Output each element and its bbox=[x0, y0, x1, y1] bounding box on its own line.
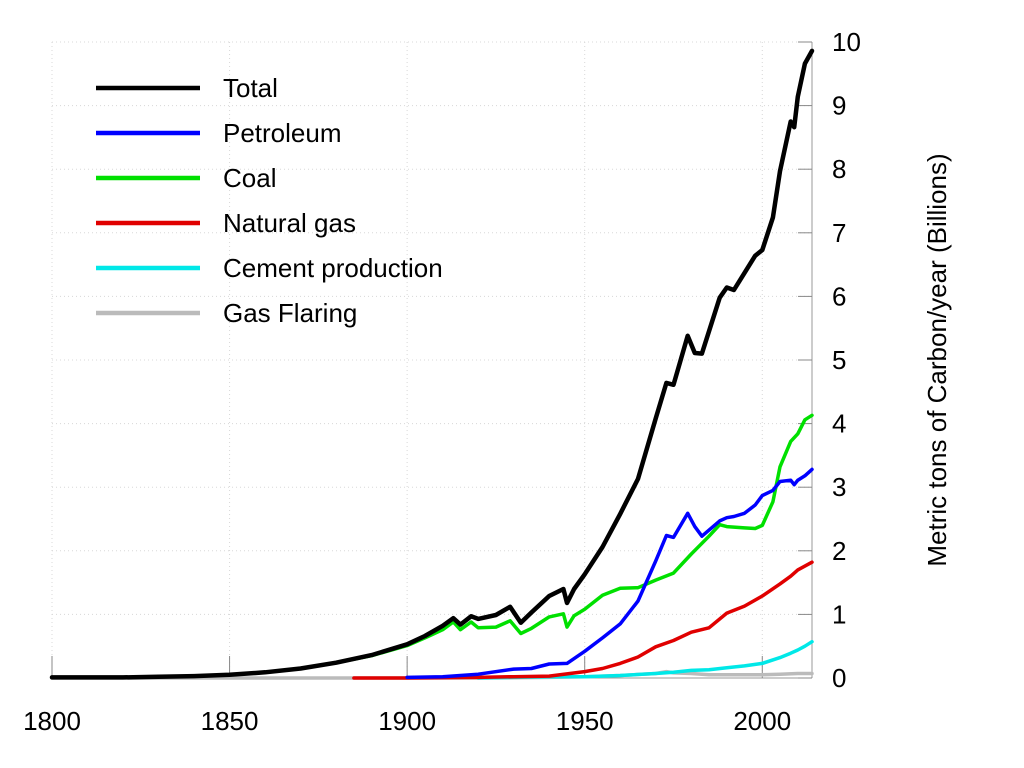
y-tick-label: 3 bbox=[832, 472, 846, 502]
x-tick-label: 2000 bbox=[733, 706, 791, 736]
x-tick-label: 1950 bbox=[556, 706, 614, 736]
series-line-petroleum bbox=[405, 467, 814, 680]
series-lines bbox=[49, 48, 815, 680]
series-line-cement-production bbox=[476, 639, 814, 680]
legend-label-natural-gas: Natural gas bbox=[223, 208, 356, 238]
series-line-total bbox=[49, 48, 815, 680]
y-tick-label: 0 bbox=[832, 663, 846, 693]
y-tick-label: 9 bbox=[832, 91, 846, 121]
series-line-coal bbox=[50, 413, 814, 680]
y-tick-label: 5 bbox=[832, 345, 846, 375]
y-tick-labels: 0 1 2 3 4 5 6 7 8 9 10 bbox=[798, 27, 861, 693]
y-tick-label: 7 bbox=[832, 218, 846, 248]
grid bbox=[51, 41, 812, 679]
y-tick-label: 6 bbox=[832, 281, 846, 311]
y-tick-label: 8 bbox=[832, 154, 846, 184]
x-tick-label: 1900 bbox=[378, 706, 436, 736]
y-tick-label: 4 bbox=[832, 409, 846, 439]
y-tick-label: 1 bbox=[832, 599, 846, 629]
legend-label-total: Total bbox=[223, 73, 278, 103]
x-tick-label: 1850 bbox=[201, 706, 259, 736]
y-axis-label: Metric tons of Carbon/year (Billions) bbox=[922, 153, 952, 566]
x-tick-label: 1800 bbox=[23, 706, 81, 736]
legend-label-petroleum: Petroleum bbox=[223, 118, 342, 148]
series-line-natural-gas bbox=[352, 560, 814, 680]
y-tick-label: 10 bbox=[832, 27, 861, 57]
legend-label-coal: Coal bbox=[223, 163, 276, 193]
y-tick-label: 2 bbox=[832, 536, 846, 566]
legend-label-cement-production: Cement production bbox=[223, 253, 443, 283]
x-tick-labels: 1800 1850 1900 1950 2000 bbox=[23, 656, 791, 736]
legend: Total Petroleum Coal Natural gas Cement prod… bbox=[96, 73, 443, 328]
legend-label-gas-flaring: Gas Flaring bbox=[223, 298, 357, 328]
